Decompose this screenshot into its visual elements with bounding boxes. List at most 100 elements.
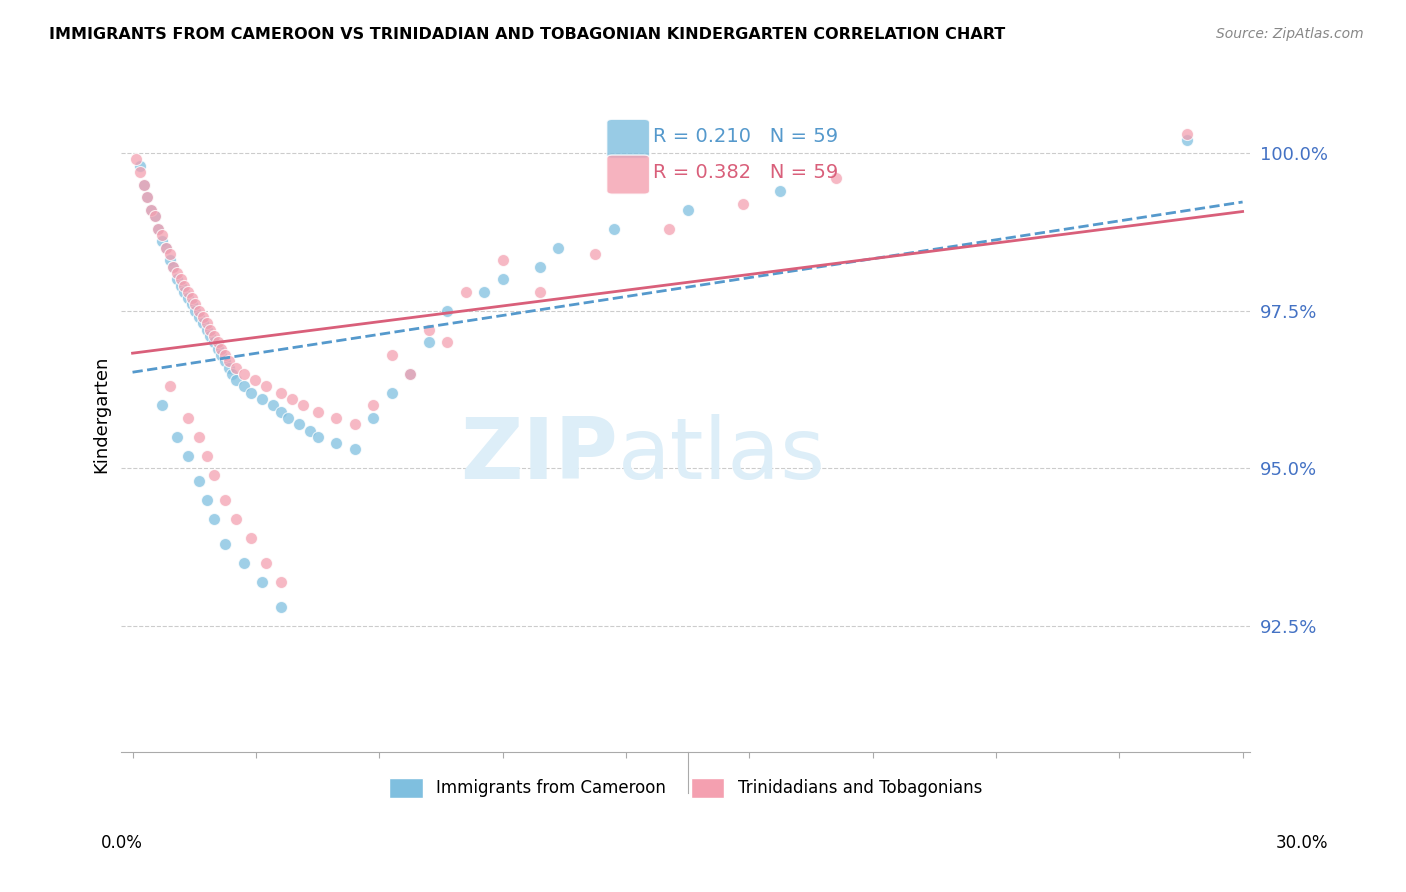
Point [243,373,266,387]
Point [602,221,624,235]
Point [436,335,458,350]
Point [733,196,755,211]
Point [143,209,166,223]
Point [148,221,170,235]
Point [143,209,166,223]
Point [180,291,202,305]
Point [195,317,218,331]
Point [209,348,232,362]
Point [270,574,292,589]
Point [202,512,225,526]
Text: 30.0%: 30.0% [1277,834,1329,852]
Point [184,303,207,318]
Point [150,228,173,243]
Point [380,348,402,362]
Point [202,467,225,482]
Point [169,272,191,286]
Y-axis label: Kindergarten: Kindergarten [93,356,110,474]
FancyBboxPatch shape [607,155,650,194]
Point [155,241,177,255]
FancyBboxPatch shape [607,120,650,159]
Point [125,153,148,167]
Text: atlas: atlas [619,414,825,497]
Text: IMMIGRANTS FROM CAMEROON VS TRINIDADIAN AND TOBAGONIAN KINDERGARTEN CORRELATION : IMMIGRANTS FROM CAMEROON VS TRINIDADIAN … [49,27,1005,42]
Point [221,367,243,381]
Point [225,512,247,526]
Point [184,297,207,311]
Point [166,266,188,280]
Point [291,398,314,412]
Point [162,260,184,274]
Point [325,411,347,425]
Point [166,272,188,286]
Text: R = 0.382   N = 59: R = 0.382 N = 59 [652,163,838,182]
Point [129,159,152,173]
Point [202,329,225,343]
Point [150,398,173,412]
Point [225,360,247,375]
Point [188,474,211,488]
Point [288,417,311,432]
Point [136,190,159,204]
Point [214,492,236,507]
Point [239,385,262,400]
Point [195,492,218,507]
Point [769,184,792,198]
Point [299,424,322,438]
Point [225,373,247,387]
Point [254,556,277,570]
Point [399,367,422,381]
Point [188,430,211,444]
Point [180,297,202,311]
Text: 0.0%: 0.0% [101,834,143,852]
Point [139,202,162,217]
Point [200,323,222,337]
Point [250,392,273,406]
Point [218,360,240,375]
Point [250,574,273,589]
Point [188,310,211,324]
Point [173,278,195,293]
Text: ZIP: ZIP [460,414,619,497]
Point [129,165,152,179]
Point [202,335,225,350]
Point [191,310,214,324]
Point [166,430,188,444]
Point [472,285,495,299]
Point [418,323,440,337]
Point [325,436,347,450]
Point [547,241,569,255]
Point [177,411,200,425]
Point [195,449,218,463]
Point [177,291,200,305]
Point [209,342,232,356]
Point [658,221,681,235]
Point [307,430,329,444]
Point [159,253,181,268]
Point [239,531,262,545]
Text: Source: ZipAtlas.com: Source: ZipAtlas.com [1216,27,1364,41]
Point [218,354,240,368]
Point [214,348,236,362]
Point [207,335,229,350]
Point [132,178,155,192]
Point [214,354,236,368]
Point [169,278,191,293]
Text: R = 0.210   N = 59: R = 0.210 N = 59 [652,128,838,146]
Point [262,398,284,412]
Point [380,385,402,400]
Point [232,367,254,381]
Point [399,367,422,381]
Point [361,398,384,412]
Point [418,335,440,350]
Point [343,442,366,457]
Point [232,379,254,393]
Point [824,171,846,186]
Point [1175,134,1198,148]
Point [1175,127,1198,141]
Point [155,241,177,255]
Point [454,285,477,299]
Point [343,417,366,432]
Point [254,379,277,393]
Point [150,235,173,249]
